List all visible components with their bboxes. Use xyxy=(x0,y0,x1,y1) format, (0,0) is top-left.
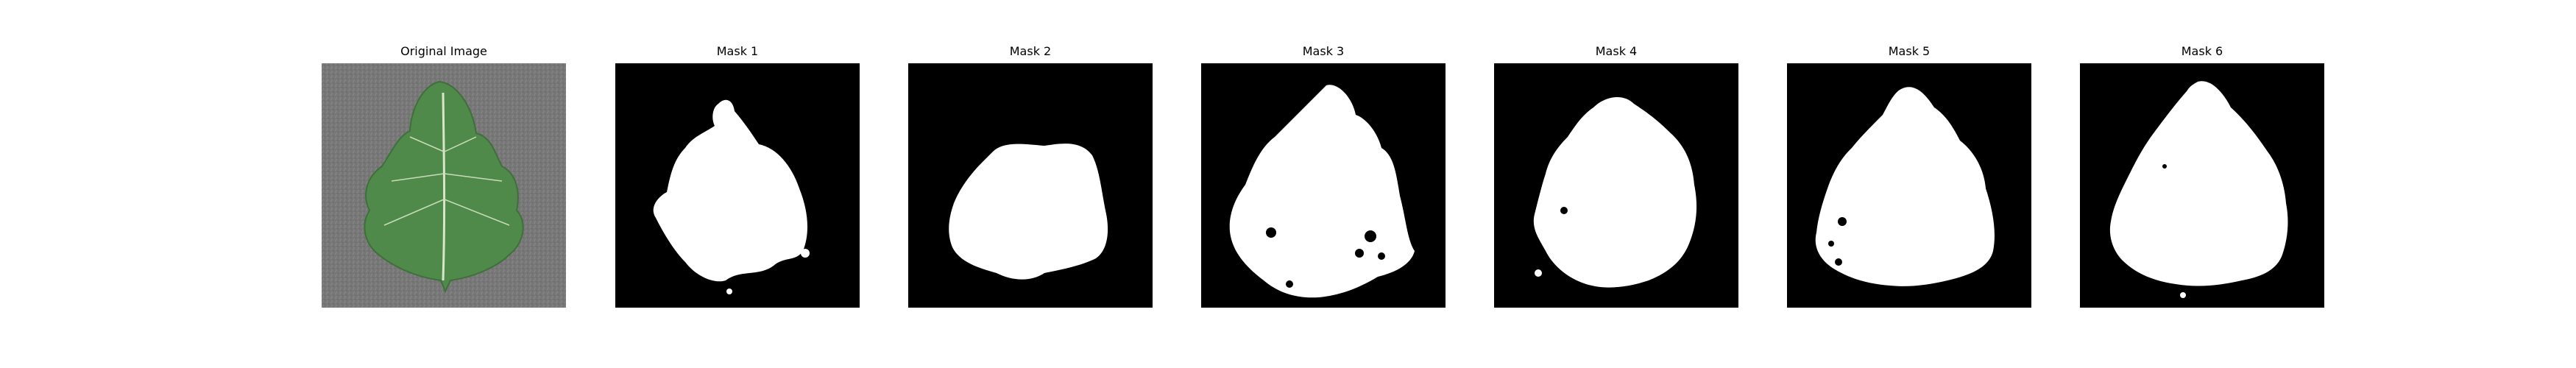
panel-title: Mask 2 xyxy=(1009,44,1052,58)
panel-title: Mask 3 xyxy=(1302,44,1345,58)
panel-title: Mask 6 xyxy=(2181,44,2223,58)
mask-3-image xyxy=(1201,63,1446,308)
panel-title: Mask 5 xyxy=(1888,44,1931,58)
mask-2-image xyxy=(908,63,1153,308)
panel-title: Original Image xyxy=(400,44,487,58)
original-image xyxy=(322,63,566,308)
mask-4-image xyxy=(1494,63,1738,308)
panel-title: Mask 1 xyxy=(716,44,759,58)
mask-5-image xyxy=(1787,63,2031,308)
mask-1-image xyxy=(615,63,860,308)
mask-6-image xyxy=(2080,63,2324,308)
panel-title: Mask 4 xyxy=(1595,44,1638,58)
